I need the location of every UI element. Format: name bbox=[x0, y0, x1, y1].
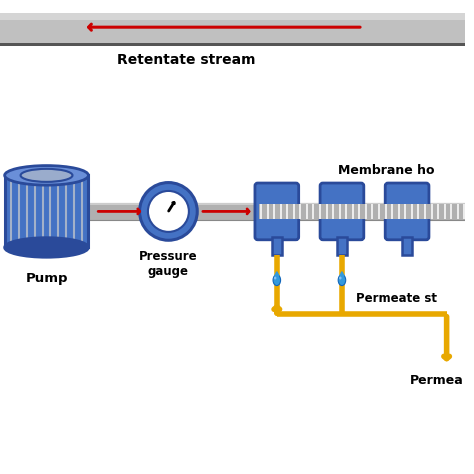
Polygon shape bbox=[275, 272, 279, 276]
Ellipse shape bbox=[274, 276, 276, 280]
Bar bbox=[402, 237, 412, 255]
Bar bbox=[0, 20, 465, 43]
FancyBboxPatch shape bbox=[320, 183, 364, 240]
Ellipse shape bbox=[339, 276, 342, 280]
FancyBboxPatch shape bbox=[255, 183, 299, 240]
FancyBboxPatch shape bbox=[385, 183, 429, 240]
Text: Permea: Permea bbox=[410, 374, 463, 387]
Bar bbox=[72, 202, 465, 205]
Bar bbox=[259, 203, 465, 219]
Bar bbox=[337, 237, 347, 255]
Bar bbox=[72, 202, 465, 220]
Ellipse shape bbox=[5, 237, 88, 257]
Text: Retentate stream: Retentate stream bbox=[117, 53, 255, 67]
Text: Pump: Pump bbox=[25, 272, 68, 285]
Text: Permeate st: Permeate st bbox=[356, 292, 437, 305]
Text: Pressure
gauge: Pressure gauge bbox=[139, 250, 198, 279]
Polygon shape bbox=[340, 272, 344, 276]
Ellipse shape bbox=[5, 165, 88, 185]
Ellipse shape bbox=[273, 275, 281, 285]
Bar bbox=[0, 13, 465, 20]
Ellipse shape bbox=[20, 169, 73, 182]
Circle shape bbox=[139, 182, 197, 240]
Bar bbox=[0, 43, 465, 46]
Bar bbox=[272, 237, 282, 255]
Bar bbox=[0, 13, 465, 46]
FancyBboxPatch shape bbox=[5, 175, 88, 247]
Circle shape bbox=[148, 191, 189, 232]
Ellipse shape bbox=[338, 275, 346, 285]
Text: Membrane ho: Membrane ho bbox=[338, 164, 434, 177]
